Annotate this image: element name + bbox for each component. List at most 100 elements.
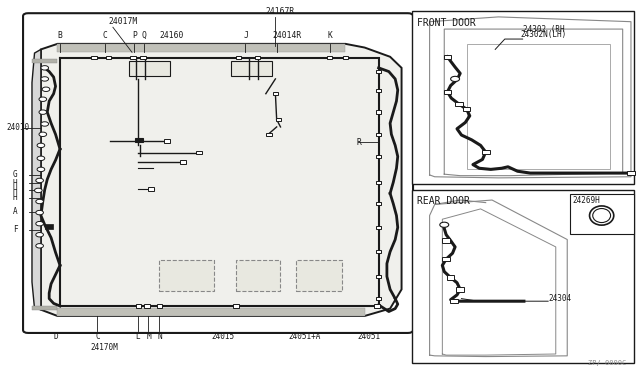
Text: H: H bbox=[13, 193, 17, 202]
Text: FRONT DOOR: FRONT DOOR bbox=[417, 18, 476, 28]
Bar bbox=[376, 133, 381, 136]
Text: C: C bbox=[96, 332, 100, 341]
Circle shape bbox=[37, 167, 45, 171]
Text: J: J bbox=[244, 31, 248, 40]
FancyBboxPatch shape bbox=[23, 13, 413, 333]
Circle shape bbox=[41, 65, 49, 70]
Bar bbox=[570, 194, 634, 234]
Bar bbox=[273, 92, 278, 95]
Bar bbox=[442, 257, 450, 261]
Polygon shape bbox=[32, 49, 41, 310]
Bar bbox=[231, 61, 272, 76]
Circle shape bbox=[39, 97, 47, 102]
Bar bbox=[136, 304, 141, 308]
Text: K: K bbox=[328, 31, 333, 40]
Bar bbox=[376, 181, 381, 184]
Text: Q: Q bbox=[141, 31, 147, 40]
Bar bbox=[135, 138, 143, 142]
Bar bbox=[266, 133, 272, 136]
Bar bbox=[276, 118, 282, 121]
Bar bbox=[129, 61, 170, 76]
Circle shape bbox=[41, 122, 49, 126]
Bar bbox=[140, 56, 146, 59]
Bar bbox=[376, 110, 381, 114]
Bar bbox=[164, 139, 170, 142]
Text: H: H bbox=[13, 179, 17, 187]
Bar bbox=[236, 260, 280, 291]
Bar bbox=[376, 70, 381, 73]
Text: P: P bbox=[132, 31, 137, 40]
Bar bbox=[58, 44, 346, 52]
Bar bbox=[627, 171, 635, 175]
Text: 24017M: 24017M bbox=[108, 17, 138, 26]
Bar bbox=[455, 102, 463, 106]
Text: 24014R: 24014R bbox=[272, 31, 301, 40]
Circle shape bbox=[37, 156, 45, 161]
Bar bbox=[442, 238, 450, 243]
Text: C: C bbox=[102, 31, 107, 40]
Bar bbox=[463, 107, 470, 112]
Bar bbox=[255, 56, 260, 59]
Text: 24304: 24304 bbox=[548, 294, 572, 304]
Bar bbox=[447, 275, 454, 280]
Bar bbox=[450, 299, 458, 304]
Polygon shape bbox=[41, 44, 401, 316]
Bar bbox=[376, 275, 381, 278]
Bar bbox=[236, 56, 241, 59]
Text: 24010: 24010 bbox=[6, 123, 29, 132]
Bar bbox=[376, 155, 381, 158]
Text: 24051: 24051 bbox=[357, 332, 380, 341]
Bar bbox=[482, 150, 490, 154]
Circle shape bbox=[451, 76, 460, 81]
Bar bbox=[376, 250, 381, 253]
Text: 24160: 24160 bbox=[159, 31, 184, 40]
Circle shape bbox=[36, 221, 44, 226]
Bar bbox=[32, 306, 58, 310]
Bar bbox=[456, 287, 464, 292]
Text: D: D bbox=[54, 332, 58, 341]
Bar bbox=[376, 89, 381, 92]
Text: R: R bbox=[357, 138, 362, 147]
Circle shape bbox=[36, 244, 44, 248]
Bar bbox=[412, 11, 634, 184]
Text: M: M bbox=[147, 332, 151, 341]
Circle shape bbox=[37, 143, 45, 148]
Bar bbox=[444, 55, 451, 59]
Bar bbox=[342, 56, 348, 59]
Bar bbox=[326, 56, 332, 59]
Text: N: N bbox=[157, 332, 162, 341]
Bar bbox=[130, 56, 136, 59]
Text: 24302 (RH: 24302 (RH bbox=[523, 25, 564, 34]
Text: 24015: 24015 bbox=[212, 332, 235, 341]
Text: A: A bbox=[13, 207, 17, 217]
Text: 24167R: 24167R bbox=[266, 7, 295, 16]
Circle shape bbox=[41, 77, 49, 81]
Circle shape bbox=[36, 211, 44, 215]
Text: ZP/ 0000C: ZP/ 0000C bbox=[588, 360, 626, 366]
Bar bbox=[376, 297, 381, 300]
Bar bbox=[159, 260, 214, 291]
Bar bbox=[196, 151, 202, 154]
Circle shape bbox=[42, 87, 50, 92]
Text: F: F bbox=[13, 225, 17, 234]
Text: G: G bbox=[13, 170, 17, 179]
Circle shape bbox=[36, 199, 44, 204]
Bar bbox=[148, 187, 154, 190]
Bar bbox=[106, 56, 111, 59]
Circle shape bbox=[39, 110, 47, 114]
Text: H: H bbox=[13, 186, 17, 195]
Circle shape bbox=[36, 232, 44, 237]
Bar bbox=[233, 304, 239, 308]
Bar bbox=[58, 308, 365, 316]
Bar bbox=[296, 260, 342, 291]
Circle shape bbox=[36, 178, 44, 183]
Bar bbox=[467, 44, 610, 169]
Bar bbox=[180, 160, 186, 164]
Text: 24269H: 24269H bbox=[572, 196, 600, 205]
Text: REAR DOOR: REAR DOOR bbox=[417, 196, 470, 206]
Bar bbox=[45, 224, 53, 229]
Bar bbox=[374, 304, 380, 308]
Circle shape bbox=[39, 132, 47, 137]
Bar bbox=[376, 226, 381, 229]
Text: 24170M: 24170M bbox=[91, 343, 118, 352]
